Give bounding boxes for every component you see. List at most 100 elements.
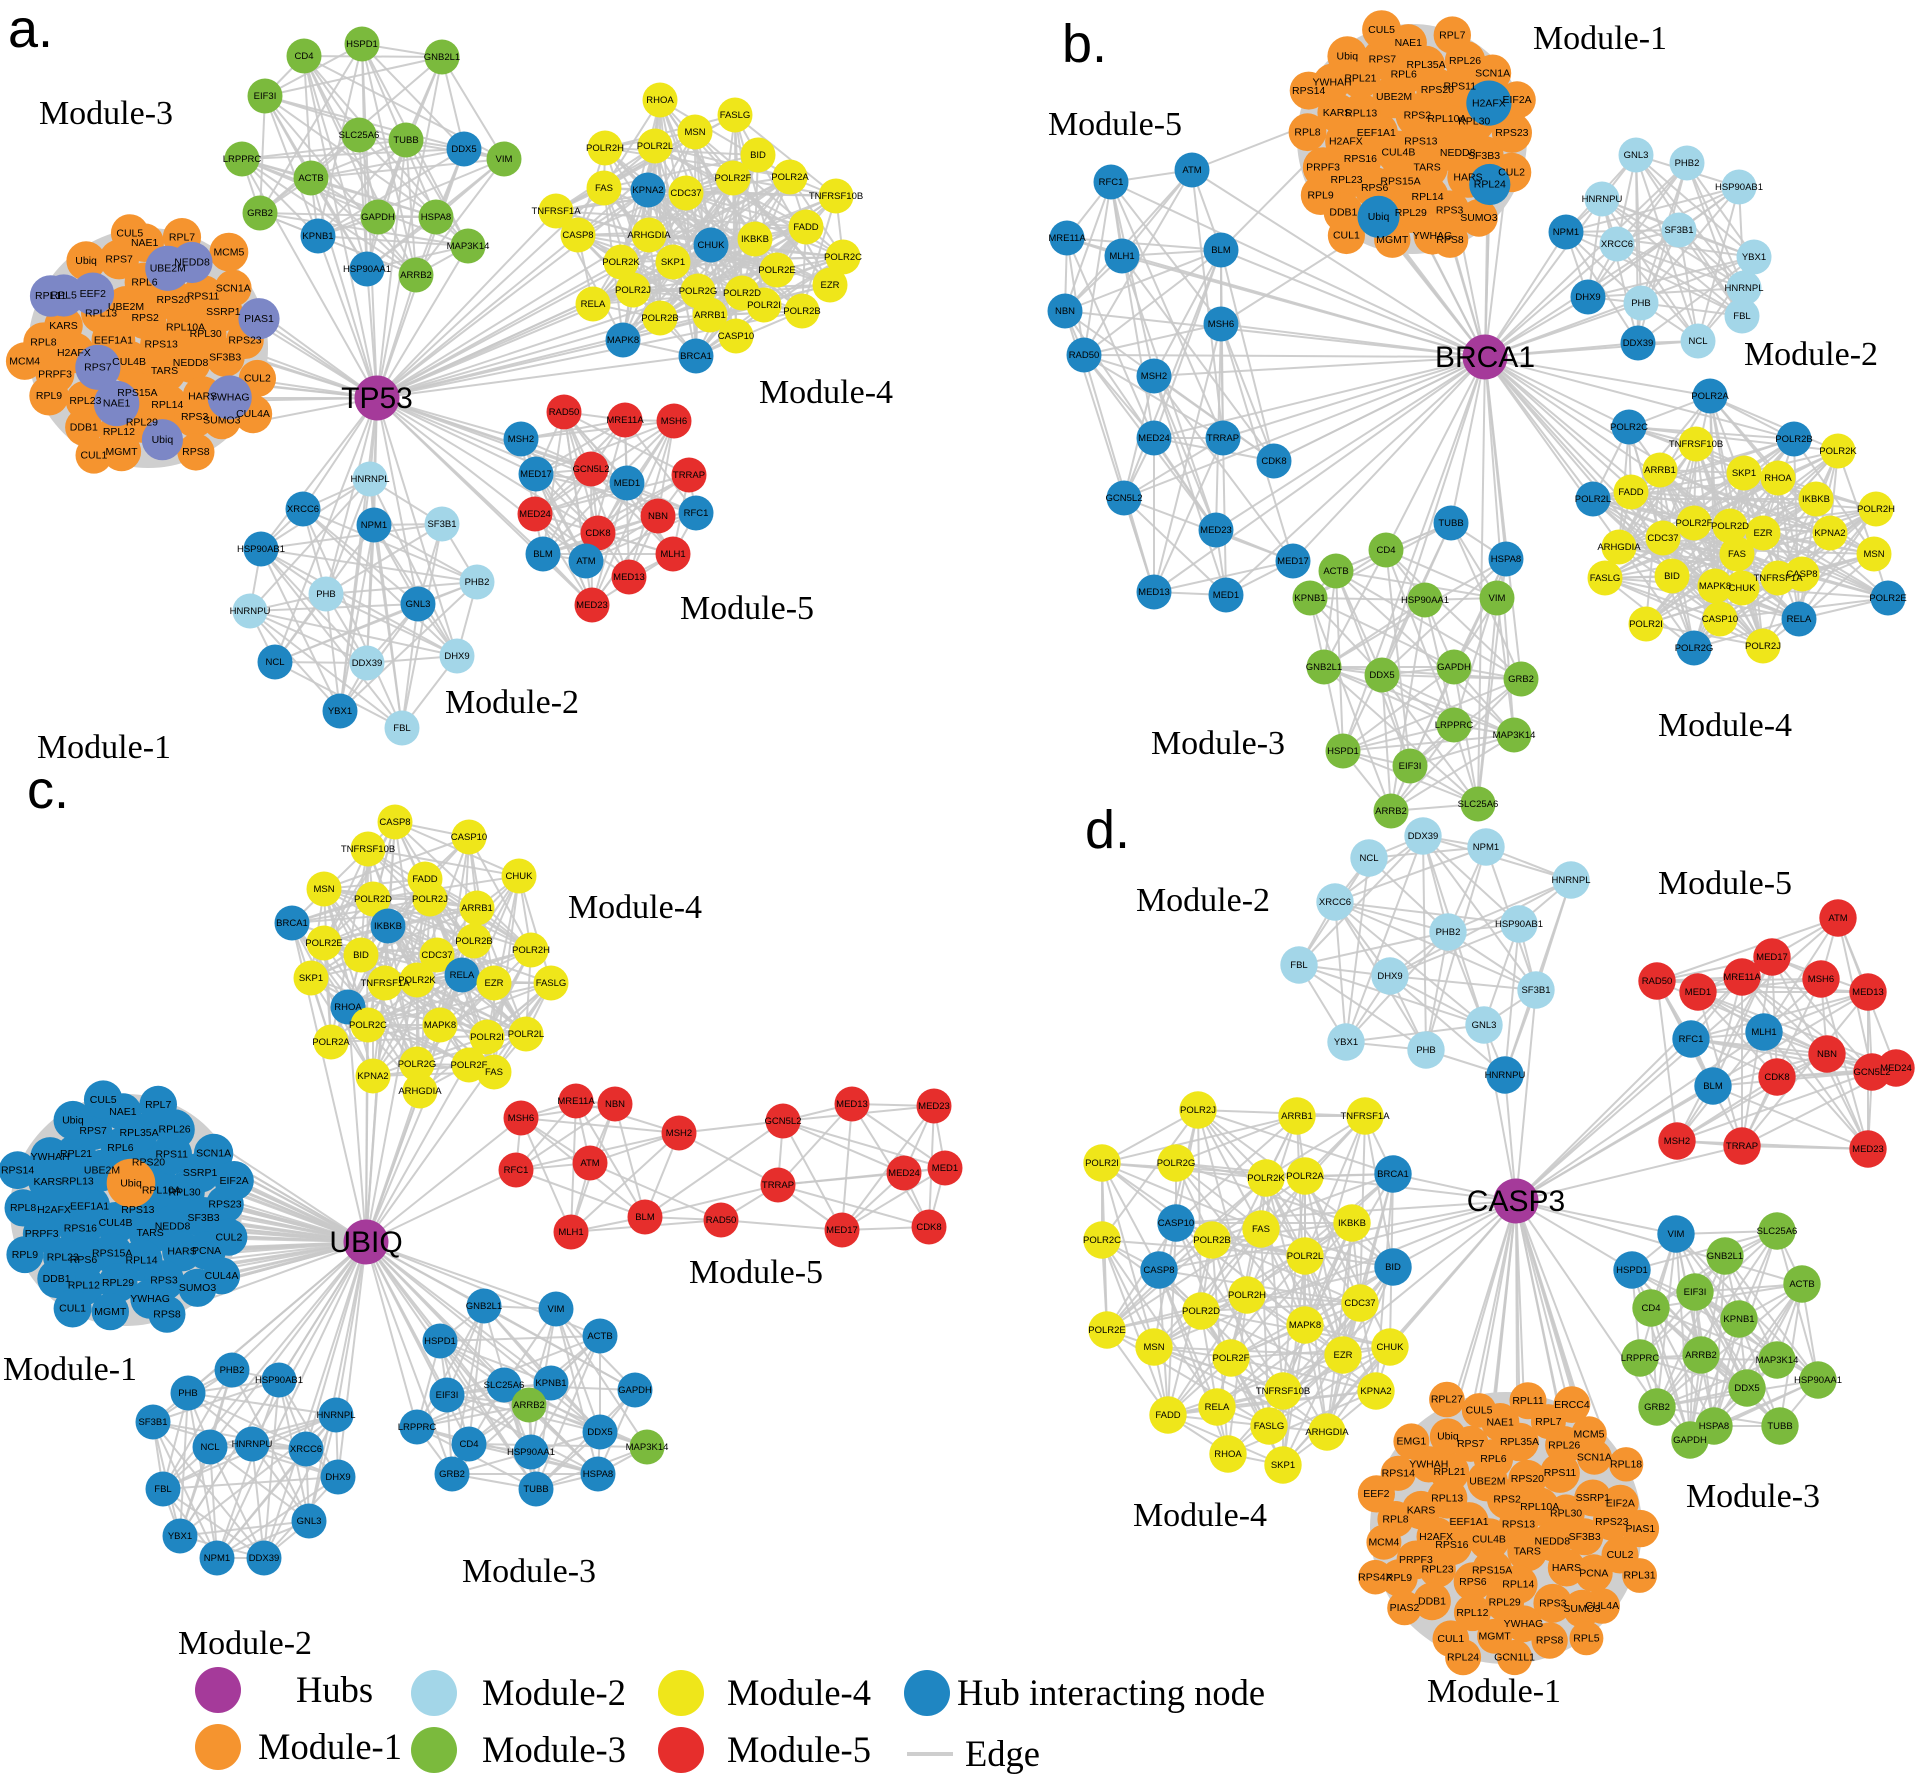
svg-text:POLR2C: POLR2C <box>349 1020 387 1031</box>
svg-text:KARS: KARS <box>1407 1504 1436 1516</box>
svg-text:TUBB: TUBB <box>1438 518 1463 529</box>
svg-text:RPL21: RPL21 <box>1344 73 1376 85</box>
svg-text:TNFRSF1A: TNFRSF1A <box>360 978 410 989</box>
svg-text:RPS7: RPS7 <box>1457 1438 1485 1450</box>
svg-text:HNRNPL: HNRNPL <box>1724 283 1763 294</box>
svg-text:H2AFX: H2AFX <box>1472 97 1506 109</box>
svg-text:CUL4A: CUL4A <box>205 1270 239 1282</box>
svg-text:NBN: NBN <box>1055 306 1075 317</box>
svg-text:KPNA2: KPNA2 <box>632 185 663 196</box>
svg-text:RPS2: RPS2 <box>131 312 159 324</box>
svg-text:MGMT: MGMT <box>1376 234 1409 246</box>
svg-text:MED23: MED23 <box>918 1101 950 1112</box>
svg-text:RPL24: RPL24 <box>1447 1651 1479 1663</box>
svg-text:RELA: RELA <box>450 970 475 981</box>
svg-text:MLH1: MLH1 <box>1109 251 1134 262</box>
svg-text:MAPK8: MAPK8 <box>1289 1320 1321 1331</box>
svg-text:RPS7: RPS7 <box>84 362 112 374</box>
svg-text:POLR2L: POLR2L <box>1287 1251 1323 1262</box>
svg-text:CUL1: CUL1 <box>80 449 107 461</box>
svg-text:FADD: FADD <box>1618 487 1643 498</box>
svg-text:POLR2F: POLR2F <box>1676 518 1713 529</box>
svg-text:RPL14: RPL14 <box>1412 191 1444 203</box>
svg-text:YWHAH: YWHAH <box>31 1151 70 1163</box>
svg-text:Module-3: Module-3 <box>39 95 173 132</box>
svg-text:MSN: MSN <box>313 884 334 895</box>
svg-text:RHOA: RHOA <box>646 95 674 106</box>
svg-text:YWHAG: YWHAG <box>1504 1618 1544 1630</box>
svg-text:Ubiq: Ubiq <box>62 1115 84 1127</box>
svg-text:GRB2: GRB2 <box>1644 1402 1670 1413</box>
svg-text:FBL: FBL <box>154 1484 171 1495</box>
svg-text:EZR: EZR <box>821 280 840 291</box>
svg-text:MED17: MED17 <box>1756 952 1788 963</box>
svg-text:FBL: FBL <box>1290 960 1307 971</box>
svg-text:MED23: MED23 <box>576 600 608 611</box>
svg-text:NPM1: NPM1 <box>204 1553 230 1564</box>
svg-text:NBN: NBN <box>1817 1049 1837 1060</box>
svg-text:Module-5: Module-5 <box>689 1254 823 1291</box>
svg-text:MAPK8: MAPK8 <box>607 335 639 346</box>
svg-text:RPS7: RPS7 <box>79 1125 107 1137</box>
svg-text:EIF3I: EIF3I <box>436 1390 459 1401</box>
svg-text:SLC25A6: SLC25A6 <box>1757 1226 1798 1237</box>
svg-text:SUMO3: SUMO3 <box>179 1282 217 1294</box>
svg-text:Module-2: Module-2 <box>178 1625 312 1662</box>
svg-text:MED13: MED13 <box>613 572 645 583</box>
svg-text:RPL13: RPL13 <box>1345 107 1377 119</box>
svg-text:MSH2: MSH2 <box>1141 371 1167 382</box>
svg-text:KPNA2: KPNA2 <box>1814 528 1845 539</box>
svg-text:POLR2I: POLR2I <box>747 300 781 311</box>
svg-text:RPS2: RPS2 <box>1493 1493 1521 1505</box>
svg-text:EIF2A: EIF2A <box>1503 94 1532 106</box>
svg-text:CUL4B: CUL4B <box>99 1217 133 1229</box>
svg-text:ARRB2: ARRB2 <box>1375 806 1407 817</box>
svg-text:CHUK: CHUK <box>506 871 534 882</box>
svg-text:POLR2K: POLR2K <box>1247 1173 1285 1184</box>
svg-text:CUL1: CUL1 <box>1333 230 1360 242</box>
svg-text:DDX39: DDX39 <box>1408 831 1439 842</box>
svg-text:MED24: MED24 <box>888 1168 920 1179</box>
svg-text:PHB2: PHB2 <box>1675 158 1700 169</box>
svg-text:MED24: MED24 <box>1880 1063 1912 1074</box>
svg-text:MED24: MED24 <box>519 509 551 520</box>
svg-text:SSRP1: SSRP1 <box>1576 1492 1611 1504</box>
svg-text:RPL30: RPL30 <box>190 328 222 340</box>
svg-text:HSPD1: HSPD1 <box>424 1336 456 1347</box>
svg-text:GAPDH: GAPDH <box>361 212 395 223</box>
svg-text:GCN5L2: GCN5L2 <box>1854 1067 1891 1078</box>
svg-text:SLC25A6: SLC25A6 <box>484 1380 525 1391</box>
svg-text:VIM: VIM <box>548 1304 565 1315</box>
svg-text:RFC1: RFC1 <box>504 1165 529 1176</box>
svg-text:RPS11: RPS11 <box>187 290 220 302</box>
svg-text:RPL13: RPL13 <box>1431 1493 1463 1505</box>
svg-text:IKBKB: IKBKB <box>741 234 769 245</box>
svg-text:BLM: BLM <box>1211 245 1231 256</box>
svg-text:RPL35A: RPL35A <box>1500 1436 1539 1448</box>
svg-text:XRCC6: XRCC6 <box>290 1444 322 1455</box>
svg-text:ACTB: ACTB <box>587 1331 612 1342</box>
svg-text:MGMT: MGMT <box>1479 1630 1512 1642</box>
svg-text:ARRB2: ARRB2 <box>400 270 432 281</box>
svg-text:POLR2J: POLR2J <box>615 285 651 296</box>
svg-text:EEF2: EEF2 <box>80 288 106 300</box>
svg-text:NAE1: NAE1 <box>103 398 131 410</box>
svg-text:RPS15A: RPS15A <box>117 387 157 399</box>
svg-text:RPS20: RPS20 <box>132 1157 165 1169</box>
svg-text:CUL5: CUL5 <box>1368 24 1395 36</box>
svg-text:DHX9: DHX9 <box>1377 971 1402 982</box>
svg-text:PRPF3: PRPF3 <box>1399 1554 1433 1566</box>
svg-text:RPL29: RPL29 <box>102 1277 134 1289</box>
svg-text:HSPA8: HSPA8 <box>1699 1421 1729 1432</box>
svg-text:MLH1: MLH1 <box>558 1227 583 1238</box>
svg-text:TRRAP: TRRAP <box>1726 1141 1758 1152</box>
svg-text:PHB: PHB <box>178 1388 198 1399</box>
svg-text:GNB2L1: GNB2L1 <box>1707 1251 1743 1262</box>
svg-text:MRE11A: MRE11A <box>1048 233 1086 244</box>
svg-text:H2AFX: H2AFX <box>57 347 91 359</box>
svg-text:RPL35A: RPL35A <box>1407 59 1446 71</box>
svg-text:XRCC6: XRCC6 <box>287 504 319 515</box>
svg-text:MCM5: MCM5 <box>1574 1428 1605 1440</box>
svg-text:RPL10A: RPL10A <box>166 322 205 334</box>
svg-text:FAS: FAS <box>1252 1224 1270 1235</box>
